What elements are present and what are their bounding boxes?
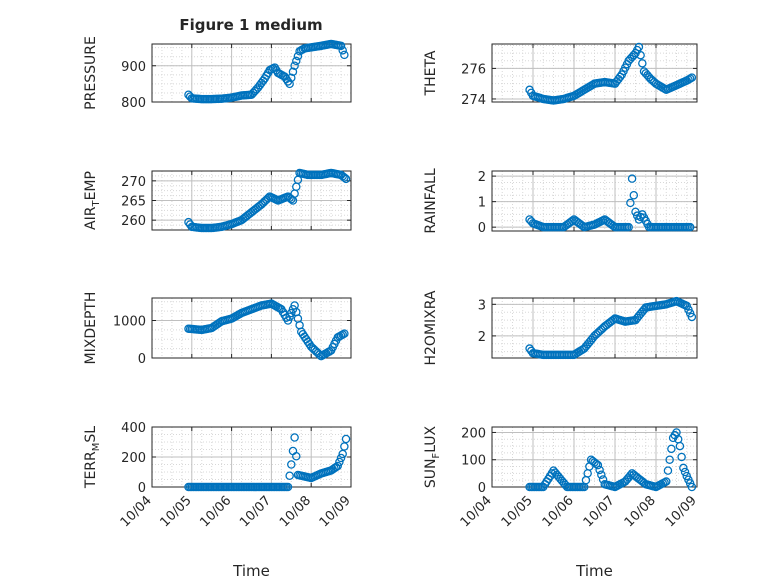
data-point (687, 73, 697, 82)
data-point (662, 477, 671, 486)
y-tick-label: 0 (138, 352, 146, 367)
data-point (636, 50, 645, 60)
y-axis-label: AIRTEMP (83, 171, 102, 230)
data-point (285, 79, 294, 89)
data-point (333, 461, 342, 471)
y-axis-label-subscript: T (91, 200, 102, 208)
subplot: 800 900 PRESSURE (83, 36, 352, 111)
data-point (679, 463, 688, 473)
data-point (341, 174, 351, 184)
y-axis-label: SUNFLUX (423, 425, 442, 488)
data-point (336, 453, 346, 463)
data-point (677, 452, 686, 462)
data-point (292, 56, 301, 66)
y-axis-label: H2OMIXRA (423, 290, 439, 365)
y-tick-label: 276 (461, 62, 486, 77)
y-axis-label-rest: EMP (83, 171, 99, 200)
data-point (687, 482, 697, 492)
y-tick-label: 270 (121, 175, 146, 190)
y-axis-label: MIXDEPTH (83, 292, 99, 365)
data-point (287, 460, 296, 469)
y-tick-label: 100 (461, 454, 486, 469)
axes-box (491, 170, 698, 232)
y-tick-label: 0 (478, 221, 486, 236)
data-point (675, 441, 685, 451)
y-axis-label-main: TERR (83, 451, 99, 489)
data-point (624, 222, 633, 232)
data-point (290, 61, 299, 71)
data-point (663, 466, 673, 475)
data-point (680, 467, 690, 477)
data-point (288, 67, 298, 77)
axes-box (151, 297, 352, 359)
data-point (629, 191, 639, 200)
data-point (634, 42, 644, 52)
data-point (597, 470, 606, 479)
data-point (685, 74, 695, 83)
y-tick-label: 800 (121, 96, 146, 111)
y-axis-label-rest: LUX (423, 425, 439, 452)
axes-box (151, 43, 352, 103)
y-axis-label-main: AIR (83, 206, 99, 230)
x-axis-label: Time (232, 562, 270, 580)
y-tick-label: 200 (121, 451, 146, 466)
data-point (335, 457, 344, 467)
data-point (595, 465, 604, 475)
data-point (593, 460, 603, 470)
y-axis-label-rest: SL (83, 426, 99, 443)
data-point (687, 312, 697, 322)
data-point (627, 174, 637, 183)
y-tick-label: 1000 (113, 315, 146, 330)
y-axis-label: RAINFALL (423, 168, 439, 233)
subplot: 0 1 2 RAINFALL (423, 168, 698, 236)
figure-title: Figure 1 medium (179, 16, 322, 34)
data-point (340, 329, 349, 338)
data-point (685, 222, 695, 232)
subplot: 260 265 270 AIRTEMP (83, 168, 352, 233)
data-point (340, 50, 349, 60)
y-axis-label-subscript: M (91, 443, 102, 452)
data-point (287, 73, 296, 83)
y-axis-label: PRESSURE (83, 36, 99, 110)
y-tick-label: 260 (121, 214, 146, 229)
y-tick-label: 0 (478, 481, 486, 496)
data-point (285, 471, 294, 480)
y-tick-label: 0 (138, 481, 146, 496)
y-axis-label-subscript: F (431, 453, 442, 459)
y-tick-label: 2 (478, 330, 486, 345)
data-point (336, 41, 346, 51)
y-tick-label: 265 (121, 195, 146, 210)
data-point (626, 198, 635, 208)
data-point (290, 433, 299, 442)
subplot: 2 3 H2OMIXRA (423, 290, 698, 366)
y-tick-label: 3 (478, 298, 486, 313)
data-point (341, 434, 351, 444)
y-tick-label: 900 (121, 60, 146, 75)
data-point (340, 173, 349, 182)
x-axis-label: Time (575, 562, 613, 580)
y-axis-label: THETA (423, 50, 439, 96)
y-tick-label: 400 (121, 421, 146, 436)
y-axis-label-main: SUN (423, 459, 439, 489)
y-tick-label: 1 (478, 196, 486, 211)
y-axis-label: TERRMSL (83, 426, 102, 489)
data-point (338, 46, 347, 55)
data-point (292, 451, 301, 461)
subplot: 0 1000 MIXDEPTH (83, 292, 352, 367)
data-point (638, 59, 647, 68)
axes-box (491, 426, 698, 488)
data-point (283, 482, 293, 492)
y-tick-label: 274 (461, 93, 486, 108)
data-point (665, 455, 674, 464)
axes-box (491, 297, 698, 359)
axes-box (491, 43, 698, 103)
data-point (667, 444, 676, 454)
y-tick-label: 200 (461, 426, 486, 441)
data-point (591, 459, 601, 469)
subplot: 274 276 THETA (423, 42, 698, 108)
y-tick-label: 2 (478, 170, 486, 185)
